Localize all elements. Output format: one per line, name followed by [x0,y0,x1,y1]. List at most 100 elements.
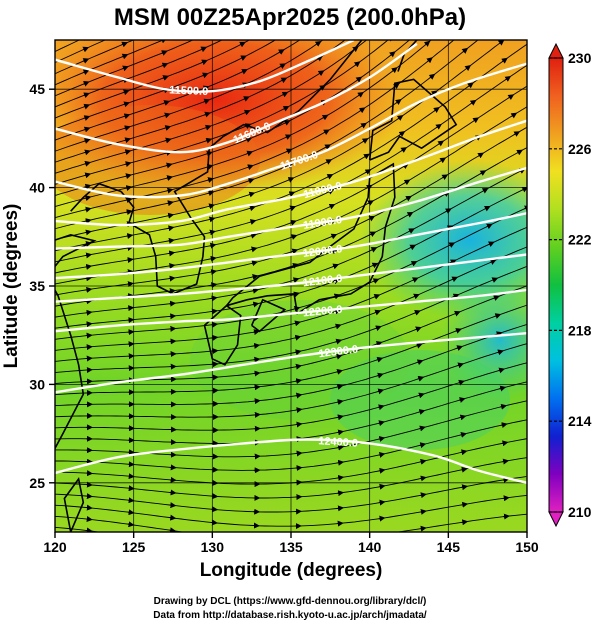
wind-arrow [200,46,208,53]
wind-arrow [169,543,175,544]
wind-arrow [83,81,90,87]
wind-arrow [491,277,499,283]
wind-arrow [333,278,340,285]
wind-arrow [516,149,523,156]
wind-arrow [451,276,459,283]
wind-arrow [378,467,386,474]
wind-arrow [205,137,213,144]
wind-arrow [127,497,135,504]
wind-arrow [85,241,92,247]
wind-arrow [251,260,259,267]
contour-line [55,288,527,333]
wind-arrow [204,124,212,131]
wind-arrow [127,536,133,537]
wind-arrow [169,502,177,509]
wind-arrow [251,274,259,280]
wind-arrow [391,67,398,74]
wind-arrow [82,46,90,53]
streamline [55,40,479,230]
streamline [55,40,164,86]
wind-arrow [419,458,427,465]
wind-arrow [244,123,252,129]
wind-arrow [337,429,345,436]
wind-arrow [412,277,419,283]
wind-arrow [85,527,93,532]
y-axis-ticks: 25 30 35 40 45 [29,81,55,491]
wind-arrow [454,0,459,1]
wind-arrow [501,440,509,447]
wind-arrow [168,288,176,295]
wind-arrow [496,22,501,26]
wind-arrow [437,140,445,147]
wind-arrow [414,310,421,316]
wind-arrow [240,55,247,61]
wind-arrow [452,293,460,300]
wind-arrow [419,492,427,499]
colorbar-tick-label: 226 [568,141,592,157]
wind-arrow [459,414,467,421]
streamline [55,126,527,296]
wind-arrow [289,205,297,212]
wind-arrow [321,114,329,121]
wind-arrow [500,422,508,429]
x-axis-label: Longitude (degrees) [200,560,383,581]
wind-arrow [288,191,296,197]
y-tick-label: 25 [29,475,45,491]
contour-label: 12000.0 [302,243,343,260]
wind-arrow [398,131,406,137]
wind-arrow [353,61,361,68]
contour-line [55,212,527,280]
wind-arrow [504,75,512,82]
wind-arrow [204,111,211,118]
wind-arrow [460,466,468,473]
streamline [55,40,389,185]
wind-arrow [324,144,332,150]
wind-arrow [360,122,368,129]
wind-arrow [82,25,87,28]
wind-arrow [164,137,172,144]
wind-arrow [336,505,344,512]
wind-arrow [210,269,218,275]
wind-arrow [495,331,503,338]
wind-arrow [283,120,291,126]
wind-arrow [352,46,359,53]
wind-arrow [247,164,254,171]
wind-arrow [461,557,467,558]
wind-arrow [209,255,217,262]
streamline [55,106,527,285]
colorbar-tick-label: 218 [568,322,592,338]
contour-line [55,438,527,484]
y-axis-label: Latitude (degrees) [1,204,22,369]
wind-arrow [123,113,131,120]
x-tick-label: 135 [279,539,303,555]
wind-arrow [295,450,303,457]
wind-arrow [503,531,510,532]
wind-arrow [368,215,376,222]
wind-arrow [124,161,132,168]
wind-arrow [239,41,246,48]
streamline [55,40,432,208]
wind-arrow [467,82,474,89]
wind-arrow [433,107,440,113]
wind-arrow [166,200,174,207]
wind-arrow [502,513,510,520]
wind-arrow [415,326,422,333]
wind-arrow [125,185,133,191]
y-tick-label: 45 [29,81,45,97]
wind-arrow [337,444,345,451]
wind-arrow [85,298,93,305]
wind-arrow [337,474,345,481]
wind-arrow [378,515,386,522]
wind-arrow [351,32,356,36]
wind-arrow [84,172,92,179]
wind-arrow [169,476,177,483]
contour-label: 11500.0 [169,84,209,98]
wind-arrow [276,40,284,41]
wind-arrow [124,149,132,156]
wind-arrow [209,242,217,249]
wind-arrow [210,519,218,526]
wind-arrow [85,344,93,351]
wind-arrow [248,191,256,198]
wind-arrow [208,203,216,210]
streamline [55,40,223,108]
